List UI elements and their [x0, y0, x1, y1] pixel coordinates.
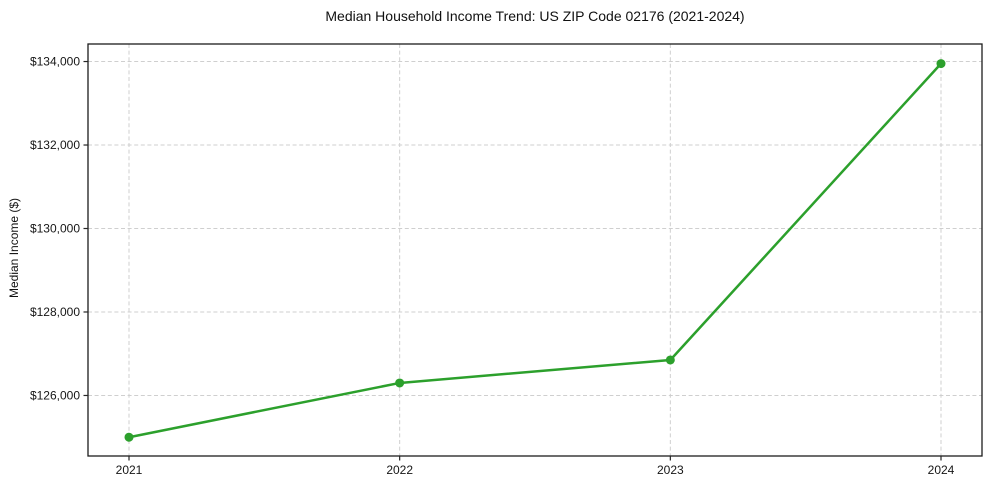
- y-tick-label: $126,000: [30, 388, 80, 402]
- data-point: [936, 59, 946, 69]
- y-tick-label: $128,000: [30, 305, 80, 319]
- y-axis-label: Median Income ($): [7, 197, 21, 298]
- data-point: [124, 432, 134, 442]
- x-tick-label: 2021: [116, 463, 143, 477]
- chart-title: Median Household Income Trend: US ZIP Co…: [325, 8, 745, 24]
- x-tick-label: 2022: [386, 463, 413, 477]
- series-line: [127, 62, 943, 439]
- x-tick-label: 2024: [928, 463, 955, 477]
- data-point: [665, 355, 675, 365]
- y-tick-label: $132,000: [30, 138, 80, 152]
- y-tick-label: $130,000: [30, 222, 80, 236]
- data-point: [395, 378, 405, 388]
- plot-frame: [87, 43, 983, 457]
- x-tick-label: 2023: [657, 463, 684, 477]
- y-tick-label: $134,000: [30, 55, 80, 69]
